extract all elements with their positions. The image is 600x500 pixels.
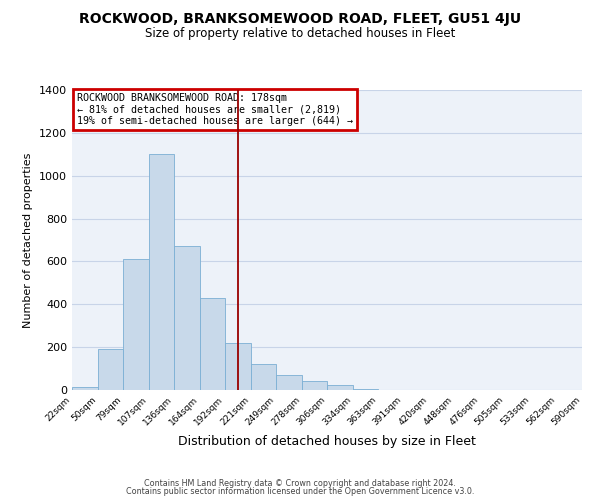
Bar <box>97 350 123 390</box>
Y-axis label: Number of detached properties: Number of detached properties <box>23 152 34 328</box>
Bar <box>225 343 251 390</box>
Bar <box>174 246 199 390</box>
Bar <box>199 298 225 390</box>
Bar <box>149 154 174 390</box>
Bar <box>276 375 302 390</box>
X-axis label: Distribution of detached houses by size in Fleet: Distribution of detached houses by size … <box>178 436 476 448</box>
Text: ROCKWOOD BRANKSOMEWOOD ROAD: 178sqm
← 81% of detached houses are smaller (2,819): ROCKWOOD BRANKSOMEWOOD ROAD: 178sqm ← 81… <box>77 93 353 126</box>
Text: Contains HM Land Registry data © Crown copyright and database right 2024.: Contains HM Land Registry data © Crown c… <box>144 478 456 488</box>
Text: Contains public sector information licensed under the Open Government Licence v3: Contains public sector information licen… <box>126 487 474 496</box>
Bar <box>251 364 276 390</box>
Bar <box>123 260 149 390</box>
Bar <box>353 389 378 390</box>
Text: Size of property relative to detached houses in Fleet: Size of property relative to detached ho… <box>145 28 455 40</box>
Text: ROCKWOOD, BRANKSOMEWOOD ROAD, FLEET, GU51 4JU: ROCKWOOD, BRANKSOMEWOOD ROAD, FLEET, GU5… <box>79 12 521 26</box>
Bar <box>327 384 353 390</box>
Bar <box>302 382 327 390</box>
Bar <box>72 387 97 390</box>
